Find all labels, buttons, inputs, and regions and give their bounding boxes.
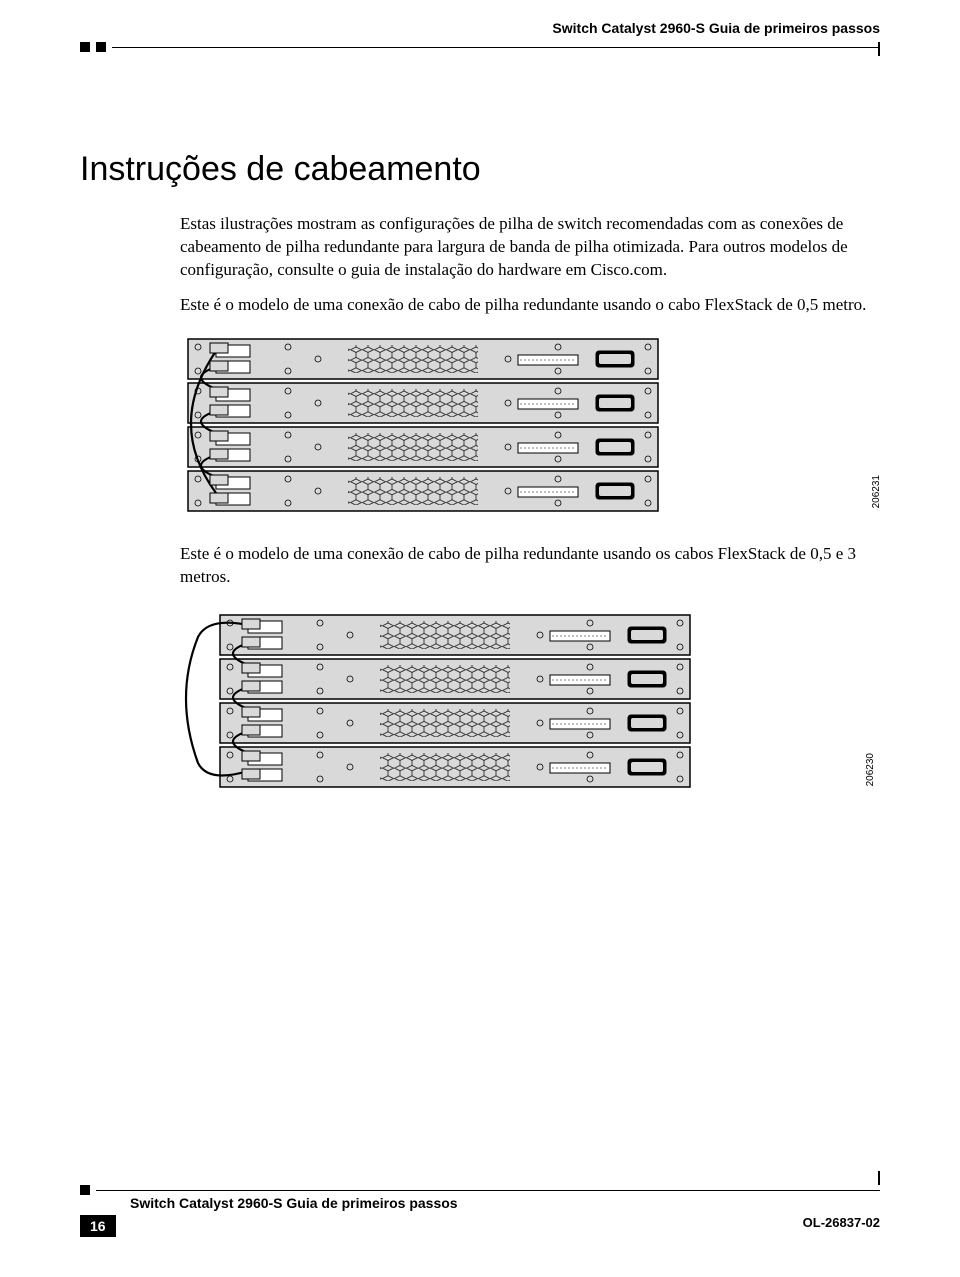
header-title: Switch Catalyst 2960-S Guia de primeiros… [552, 20, 880, 36]
header-line [112, 47, 880, 48]
switch-stack-diagram-2 [180, 607, 700, 797]
running-header: Switch Catalyst 2960-S Guia de primeiros… [80, 20, 880, 36]
header-square-2 [96, 42, 106, 52]
footer-rule [80, 1185, 880, 1195]
header-square-1 [80, 42, 90, 52]
footer: Switch Catalyst 2960-S Guia de primeiros… [80, 1185, 880, 1237]
footer-bottom-line: 16 OL-26837-02 [80, 1215, 880, 1237]
header-vline [878, 42, 880, 56]
figure-2: 206230 [180, 607, 880, 797]
section-heading: Instruções de cabeamento [80, 150, 880, 189]
figure-1-label: 206231 [871, 475, 882, 508]
footer-square [80, 1185, 90, 1195]
paragraph-2: Este é o modelo de uma conexão de cabo d… [180, 294, 880, 317]
footer-title: Switch Catalyst 2960-S Guia de primeiros… [130, 1195, 880, 1211]
page: Switch Catalyst 2960-S Guia de primeiros… [0, 0, 960, 1277]
switch-stack-diagram-1 [180, 335, 670, 515]
figure-2-label: 206230 [865, 753, 876, 786]
body-content: Instruções de cabeamento Estas ilustraçõ… [80, 150, 880, 825]
paragraph-1: Estas ilustrações mostram as configuraçõ… [180, 213, 880, 282]
header-rule [80, 42, 880, 52]
footer-vline [878, 1171, 880, 1185]
figure-1: 206231 [180, 335, 880, 515]
page-number: 16 [80, 1215, 116, 1237]
paragraph-3: Este é o modelo de uma conexão de cabo d… [180, 543, 880, 589]
footer-line [96, 1190, 880, 1191]
document-id: OL-26837-02 [803, 1215, 880, 1237]
